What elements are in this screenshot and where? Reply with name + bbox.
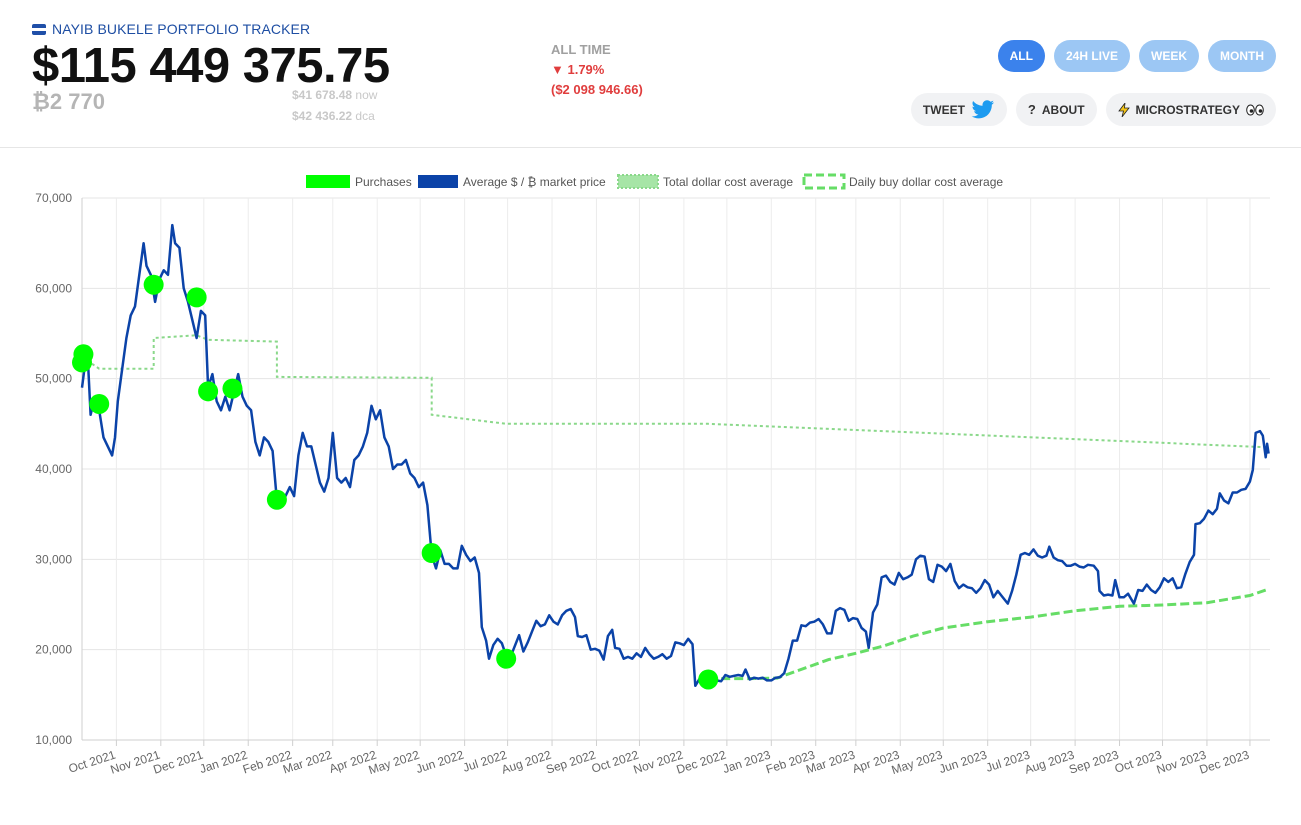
chart: 10,000 20,000 30,000 40,000 50,000 60,000 70,0…	[0, 160, 1301, 820]
purchase-point	[143, 274, 164, 295]
purchase-point	[421, 543, 442, 564]
brand: NAYIB BUKELE PORTFOLIO TRACKER	[32, 21, 310, 37]
purchase-point	[73, 344, 94, 365]
purchase-point	[198, 381, 219, 402]
price-chart: 10,000 20,000 30,000 40,000 50,000 60,000 70,0…	[35, 173, 1270, 777]
y-tick-label: 30,000	[35, 552, 72, 566]
brand-title: NAYIB BUKELE PORTFOLIO TRACKER	[52, 21, 311, 37]
legend-daily-dca: Daily buy dollar cost average	[802, 173, 1003, 190]
range-24h-live-button[interactable]: 24H LIVE	[1053, 40, 1130, 72]
alltime-summary: ALL TIME ▼ 1.79% ($2 098 946.66)	[551, 42, 643, 97]
portfolio-value: $115 449 375.75	[32, 39, 390, 93]
btc-amount: ₿2 770	[32, 89, 105, 114]
x-tick-label: Oct 2023	[1113, 747, 1164, 775]
alltime-usd: ($2 098 946.66)	[551, 82, 643, 97]
twitter-bird-icon	[971, 99, 995, 118]
price-now: $41 678.48 now	[292, 88, 377, 102]
price-now-value: $41 678.48	[292, 88, 353, 102]
purchase-point	[186, 287, 207, 308]
purchase-point	[89, 393, 110, 414]
series-market-price-line	[80, 223, 1270, 688]
microstrategy-label: MICROSTRATEGY	[1135, 102, 1240, 117]
x-tick-label: Jun 2023	[937, 747, 989, 776]
x-tick-label: Jun 2022	[414, 747, 466, 776]
range-all-button[interactable]: ALL	[997, 40, 1045, 72]
price-dca-value: $42 436.22	[292, 109, 353, 123]
price-now-suffix: now	[355, 88, 378, 102]
price-dca-suffix: dca	[355, 109, 375, 123]
y-tick-label: 70,000	[35, 191, 72, 205]
legend-label: Average $ / ₿ market price	[463, 175, 606, 189]
legend-swatch	[418, 175, 458, 188]
purchase-point	[698, 669, 719, 690]
x-tick-label: Dec 2023	[1198, 747, 1251, 776]
tweet-button[interactable]: TWEET	[910, 93, 1007, 126]
legend-swatch	[617, 174, 659, 189]
alltime-label: ALL TIME	[551, 42, 611, 57]
el-salvador-flag-icon	[32, 23, 46, 35]
legend-label: Daily buy dollar cost average	[849, 175, 1003, 189]
legend-swatch	[802, 173, 846, 190]
series-total-dca-line	[81, 334, 1269, 449]
x-tick-label: Jan 2023	[721, 747, 773, 776]
header: NAYIB BUKELE PORTFOLIO TRACKER $115 449 …	[0, 0, 1301, 148]
y-tick-label: 10,000	[35, 733, 72, 747]
range-week-button[interactable]: WEEK	[1139, 40, 1199, 72]
x-tick-label: Jan 2022	[198, 747, 250, 776]
legend-label: Purchases	[355, 175, 412, 189]
x-tick-label: Oct 2021	[67, 747, 118, 775]
x-tick-label: Oct 2022	[590, 747, 641, 775]
range-month-button[interactable]: MONTH	[1208, 40, 1276, 72]
eyes-emoji-icon	[1246, 104, 1264, 115]
tweet-label: TWEET	[922, 102, 965, 117]
legend-label: Total dollar cost average	[663, 175, 793, 189]
question-mark-icon: ?	[1027, 102, 1036, 117]
legend-total-dca: Total dollar cost average	[617, 174, 793, 189]
legend-purchases: Purchases	[306, 175, 412, 189]
legend-market-price: Average $ / ₿ market price	[418, 175, 606, 189]
purchase-point	[222, 378, 243, 399]
series-daily-dca-line	[708, 587, 1270, 681]
about-label: ABOUT	[1041, 102, 1085, 117]
y-tick-label: 50,000	[35, 372, 72, 386]
y-tick-label: 20,000	[35, 643, 72, 657]
y-tick-label: 40,000	[35, 462, 72, 476]
link-buttons: TWEET ? ABOUT MICROSTRATEGY	[910, 93, 1276, 126]
purchase-point	[496, 648, 517, 669]
alltime-percent: ▼ 1.79%	[551, 62, 605, 77]
y-tick-label: 60,000	[35, 281, 72, 295]
price-dca: $42 436.22 dca	[292, 109, 375, 123]
about-button[interactable]: ? ABOUT	[1015, 93, 1097, 126]
lightning-icon	[1117, 102, 1130, 117]
legend-swatch	[306, 175, 350, 188]
range-buttons: ALL 24H LIVE WEEK MONTH	[997, 40, 1276, 72]
microstrategy-button[interactable]: MICROSTRATEGY	[1105, 93, 1276, 126]
purchase-point	[266, 489, 287, 510]
